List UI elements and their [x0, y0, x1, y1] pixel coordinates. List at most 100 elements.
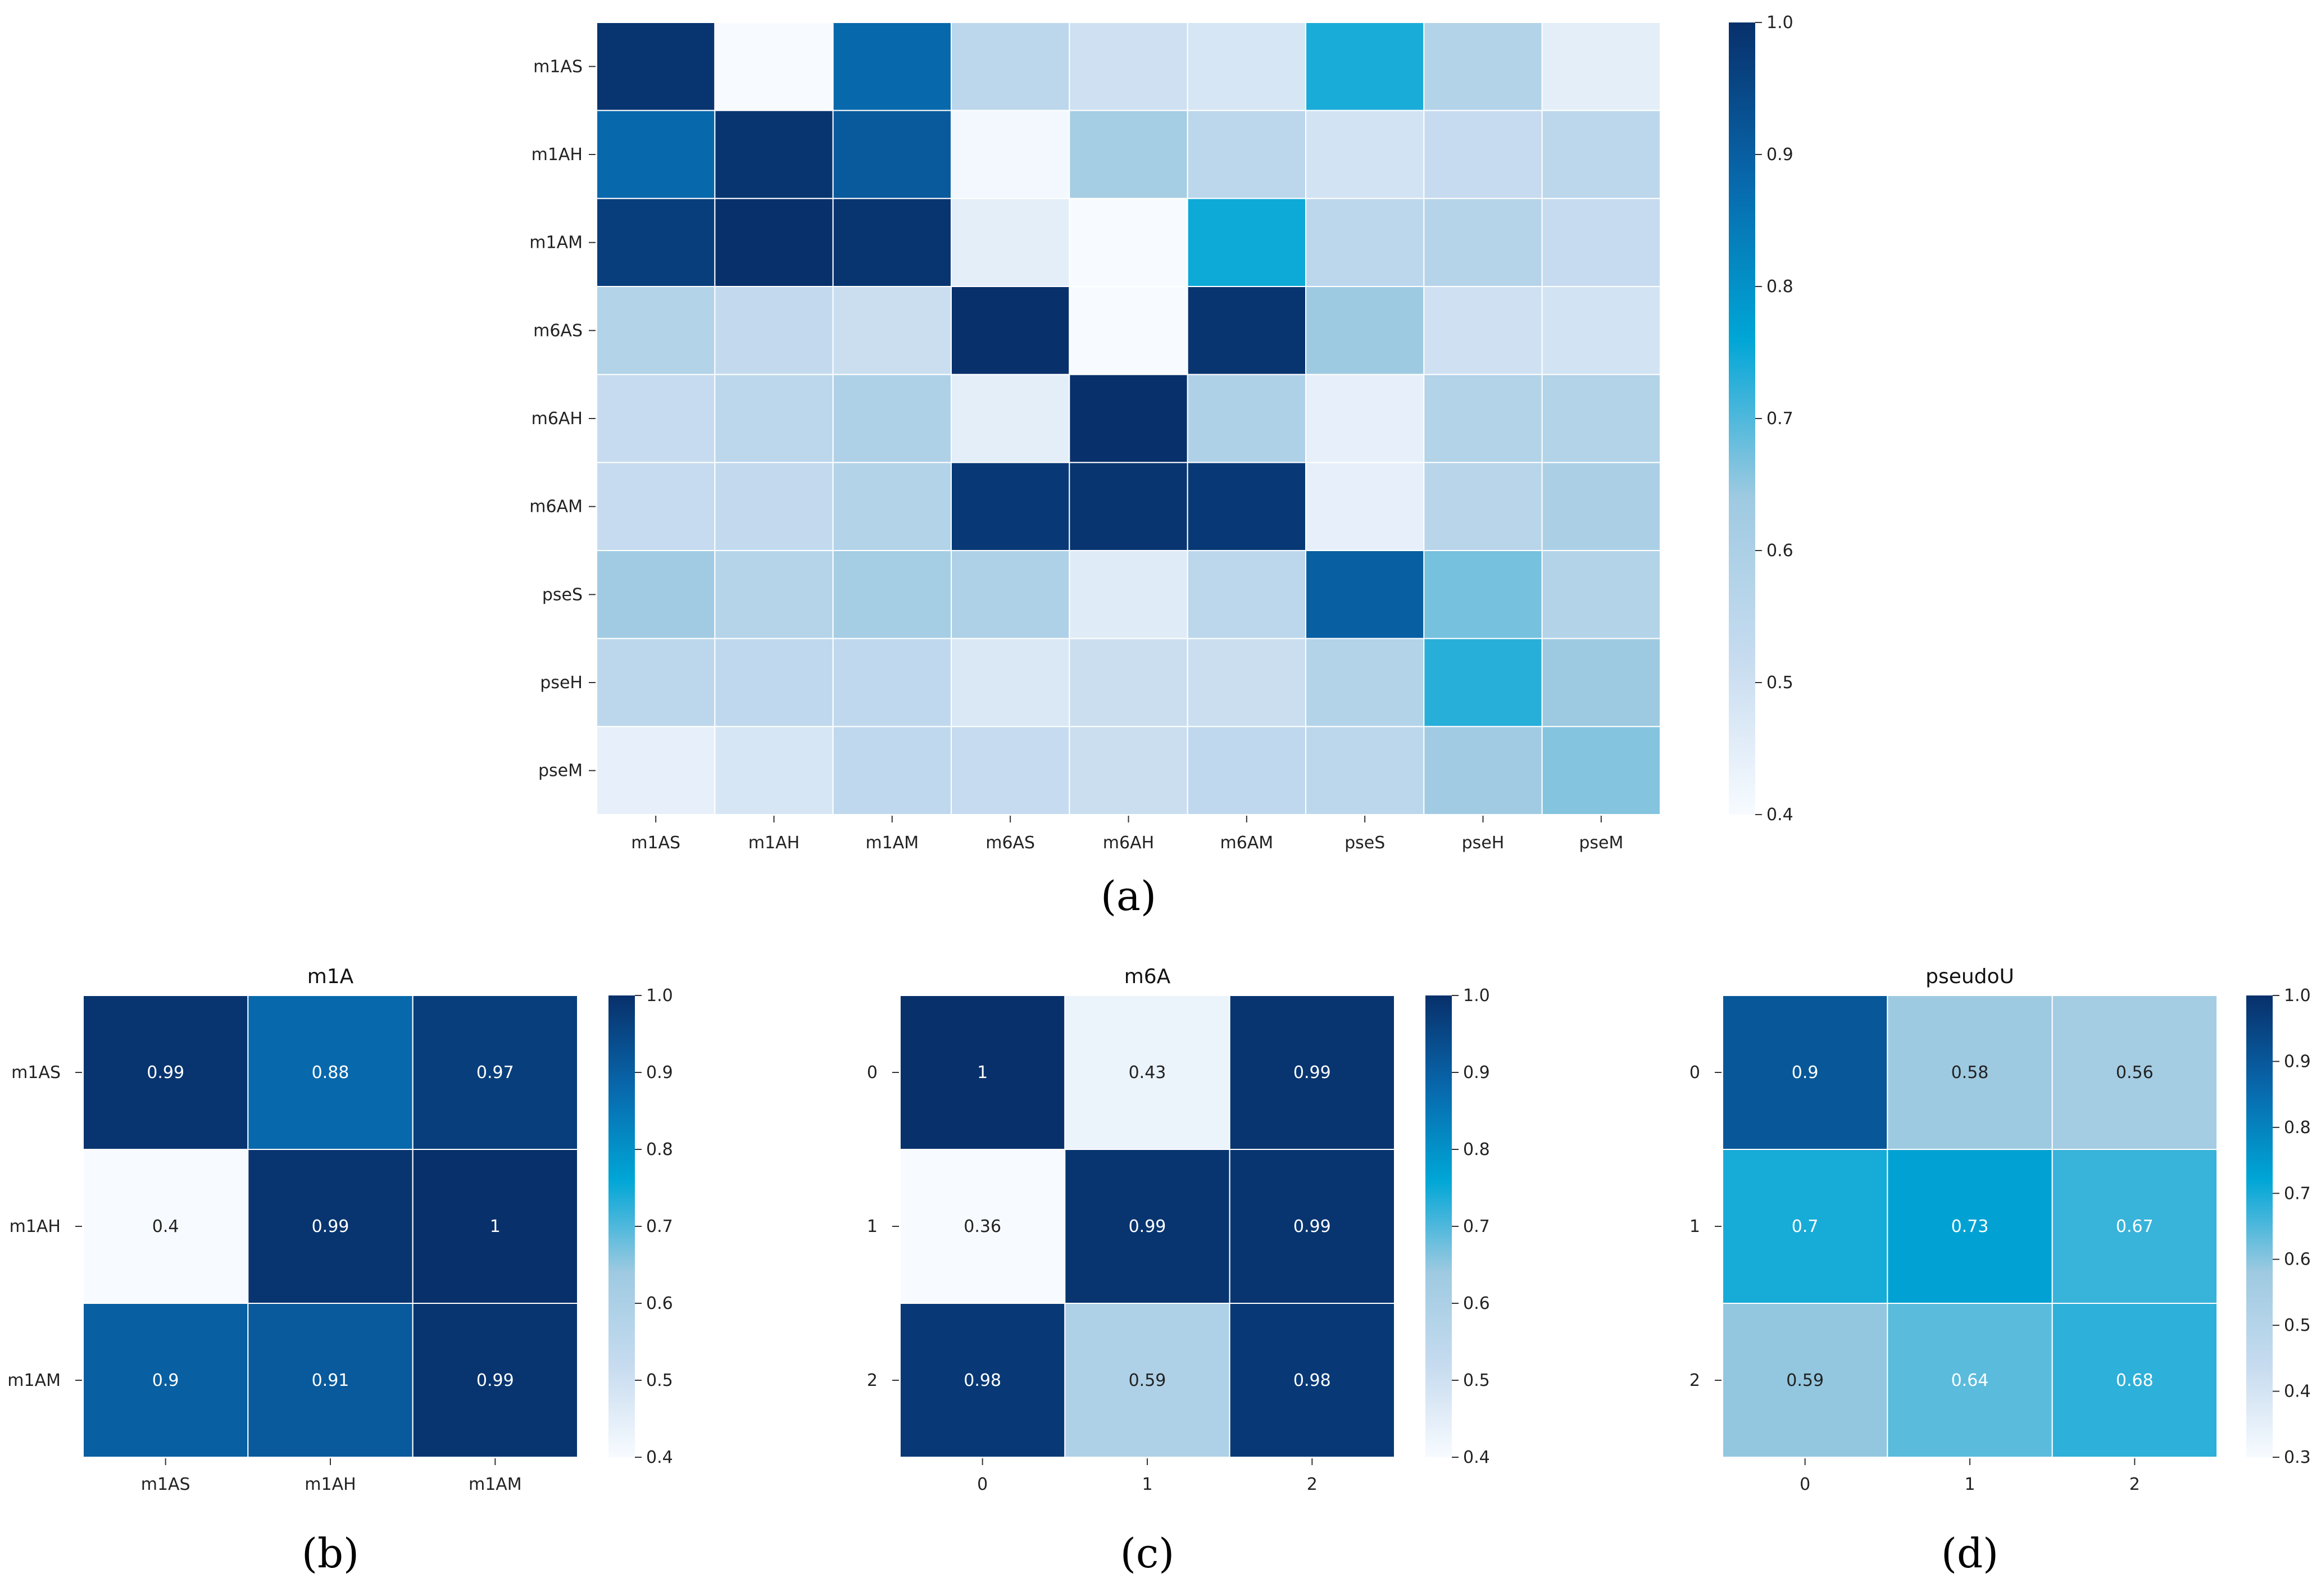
cell-value-label: 0.88	[312, 1063, 349, 1083]
heatmap-cell	[900, 1303, 1066, 1458]
heatmap-cell	[832, 110, 952, 199]
heatmap-cell	[1887, 1303, 2053, 1458]
cell-value-label: 1	[490, 1217, 501, 1236]
cell-value-label: 0.9	[152, 1371, 179, 1390]
colorbar-tick-label: 0.9	[2284, 1052, 2311, 1071]
heatmap-cell	[1423, 198, 1543, 288]
x-tick-label: m1AM	[469, 1475, 522, 1494]
cell-value-label: 0.36	[964, 1217, 1001, 1236]
y-tick-label: m1AM	[7, 1371, 61, 1390]
heatmap-cell	[83, 1149, 249, 1304]
heatmap-cell	[1305, 110, 1425, 199]
colorbar-tick-label: 0.6	[646, 1294, 673, 1313]
colorbar-tick-label: 0.5	[2284, 1316, 2311, 1335]
cell-value-label: 0.99	[312, 1217, 349, 1236]
x-tick-label: m1AM	[865, 833, 919, 853]
heatmap-cell	[832, 726, 952, 816]
heatmap-cell	[1187, 726, 1307, 816]
y-tick-label: m6AS	[533, 321, 583, 340]
x-tick-label: 1	[1142, 1475, 1152, 1494]
colorbar-tick-label: 0.6	[1463, 1294, 1490, 1313]
y-tick-label: pseS	[542, 585, 583, 604]
colorbar-tick-label: 0.8	[1766, 277, 1793, 297]
heatmap-cell	[714, 110, 834, 199]
heatmap-cell	[1305, 638, 1425, 727]
cell-value-label: 0.97	[476, 1063, 514, 1083]
heatmap-cell	[714, 22, 834, 111]
panel-label: (a)	[1101, 872, 1156, 920]
heatmap-cell	[714, 198, 834, 288]
panel-label: (b)	[302, 1530, 359, 1577]
heatmap-cell	[1541, 110, 1661, 199]
heatmap-cell	[1305, 198, 1425, 288]
cell-value-label: 0.56	[2116, 1063, 2154, 1083]
cell-value-label: 0.73	[1951, 1217, 1989, 1236]
heatmap-cell	[2051, 1303, 2218, 1458]
heatmap-cell	[596, 550, 716, 639]
heatmap-cell	[900, 995, 1066, 1150]
heatmap-cell	[596, 638, 716, 727]
colorbar-tick-label: 0.9	[1766, 145, 1793, 165]
heatmap-cell	[1069, 462, 1188, 551]
cell-value-label: 0.9	[1792, 1063, 1819, 1083]
heatmap-cell	[1064, 1149, 1230, 1304]
chart-title: pseudoU	[1925, 965, 2014, 988]
heatmap-cell	[1069, 638, 1188, 727]
y-tick-label: 0	[1689, 1063, 1700, 1083]
x-tick-label: m1AS	[141, 1475, 190, 1494]
colorbar-tick-label: 0.7	[1766, 409, 1793, 429]
y-tick-label: 2	[1689, 1371, 1700, 1390]
heatmap-cell	[951, 198, 1070, 288]
x-tick-label: m1AH	[748, 833, 800, 853]
heatmap-cell	[1423, 638, 1543, 727]
heatmap-cell	[951, 110, 1070, 199]
heatmap-panel-b: 0.99 0.88 0.97 0.4 0.99 1 0.9 0.91 0.99 m1AS m1AH m…	[7, 965, 673, 1577]
heatmap-cell	[1229, 995, 1396, 1150]
heatmap-cell	[1722, 1149, 1888, 1304]
colorbar-tick-label: 1.0	[2284, 986, 2311, 1006]
heatmap-panel-d: 0.9 0.58 0.56 0.7 0.73 0.67 0.59 0.64 0.68 0 1 2 0 1 2…	[1689, 965, 2311, 1577]
heatmap-cell	[1305, 286, 1425, 375]
heatmap-cell	[1187, 22, 1307, 111]
cell-value-label: 0.59	[1129, 1371, 1166, 1390]
heatmap-cell	[1305, 462, 1425, 551]
heatmap-cell	[1305, 374, 1425, 463]
heatmap-cell	[714, 550, 834, 639]
heatmap-cell	[714, 374, 834, 463]
colorbar-tick-label: 0.6	[2284, 1250, 2311, 1270]
colorbar	[1729, 22, 1755, 815]
heatmap-cell	[2051, 995, 2218, 1150]
heatmap-cell	[247, 1149, 414, 1304]
x-tick-label: 1	[1964, 1475, 1975, 1494]
colorbar	[1425, 995, 1452, 1457]
y-tick-label: m1AM	[529, 233, 583, 253]
heatmap-cell	[1541, 374, 1661, 463]
x-tick-label: 2	[1307, 1475, 1318, 1494]
heatmap-cell	[596, 286, 716, 375]
x-tick-label: m1AH	[305, 1475, 356, 1494]
y-tick-label: m6AH	[532, 409, 583, 429]
heatmap-cell	[412, 1303, 579, 1458]
colorbar-tick-label: 0.5	[1766, 673, 1793, 693]
heatmap-cell	[1887, 995, 2053, 1150]
heatmap-cell	[832, 462, 952, 551]
heatmap-cell	[1423, 726, 1543, 816]
cell-value-label: 0.98	[964, 1371, 1001, 1390]
colorbar-tick-label: 0.4	[1766, 805, 1793, 825]
heatmap-cell	[1305, 550, 1425, 639]
cell-value-label: 0.91	[312, 1371, 349, 1390]
heatmap-cell	[1423, 374, 1543, 463]
y-tick-label: pseH	[540, 673, 583, 693]
heatmap-cell	[1305, 22, 1425, 111]
y-tick-label: m6AM	[529, 497, 583, 517]
colorbar-tick-label: 0.8	[2284, 1118, 2311, 1138]
y-tick-label: 2	[867, 1371, 878, 1390]
colorbar-tick-label: 0.8	[646, 1140, 673, 1160]
cell-value-label: 0.99	[1129, 1217, 1166, 1236]
heatmap-cell	[1541, 198, 1661, 288]
heatmap-cell	[1187, 462, 1307, 551]
heatmap-cell	[247, 1303, 414, 1458]
heatmap-cell	[714, 726, 834, 816]
heatmap-cell	[247, 995, 414, 1150]
